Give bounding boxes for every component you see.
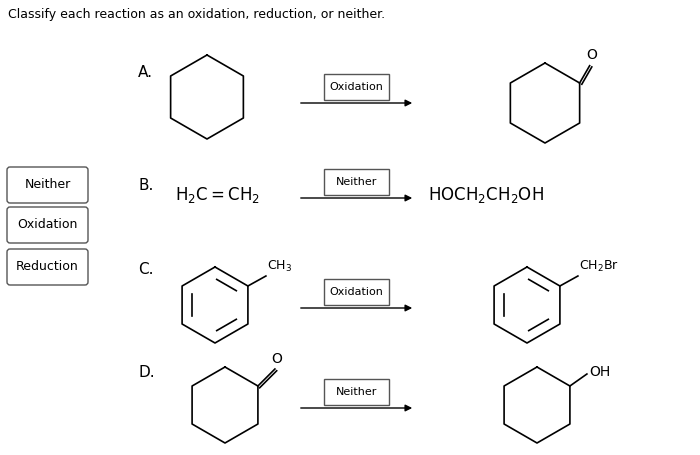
FancyBboxPatch shape xyxy=(7,207,88,243)
Text: C.: C. xyxy=(138,262,153,277)
Text: Reduction: Reduction xyxy=(16,261,79,273)
Text: B.: B. xyxy=(138,178,153,193)
Text: O: O xyxy=(272,352,282,366)
FancyBboxPatch shape xyxy=(7,167,88,203)
Bar xyxy=(324,379,389,405)
Bar xyxy=(324,279,389,305)
Text: D.: D. xyxy=(138,365,155,380)
Text: Oxidation: Oxidation xyxy=(330,82,384,92)
Bar xyxy=(324,169,389,195)
Text: Classify each reaction as an oxidation, reduction, or neither.: Classify each reaction as an oxidation, … xyxy=(8,8,385,21)
Text: H$_2$C$=$CH$_2$: H$_2$C$=$CH$_2$ xyxy=(175,185,260,205)
Text: O: O xyxy=(586,48,597,62)
FancyBboxPatch shape xyxy=(7,249,88,285)
Bar xyxy=(324,74,389,100)
Text: HOCH$_2$CH$_2$OH: HOCH$_2$CH$_2$OH xyxy=(428,185,544,205)
Text: Neither: Neither xyxy=(336,387,377,397)
Text: Oxidation: Oxidation xyxy=(18,218,78,232)
Text: CH$_3$: CH$_3$ xyxy=(267,259,292,274)
Text: CH$_2$Br: CH$_2$Br xyxy=(579,259,619,274)
Text: Neither: Neither xyxy=(336,177,377,187)
Text: A.: A. xyxy=(138,65,153,80)
Text: OH: OH xyxy=(589,365,610,379)
Text: Oxidation: Oxidation xyxy=(330,287,384,297)
Text: Neither: Neither xyxy=(25,178,71,192)
